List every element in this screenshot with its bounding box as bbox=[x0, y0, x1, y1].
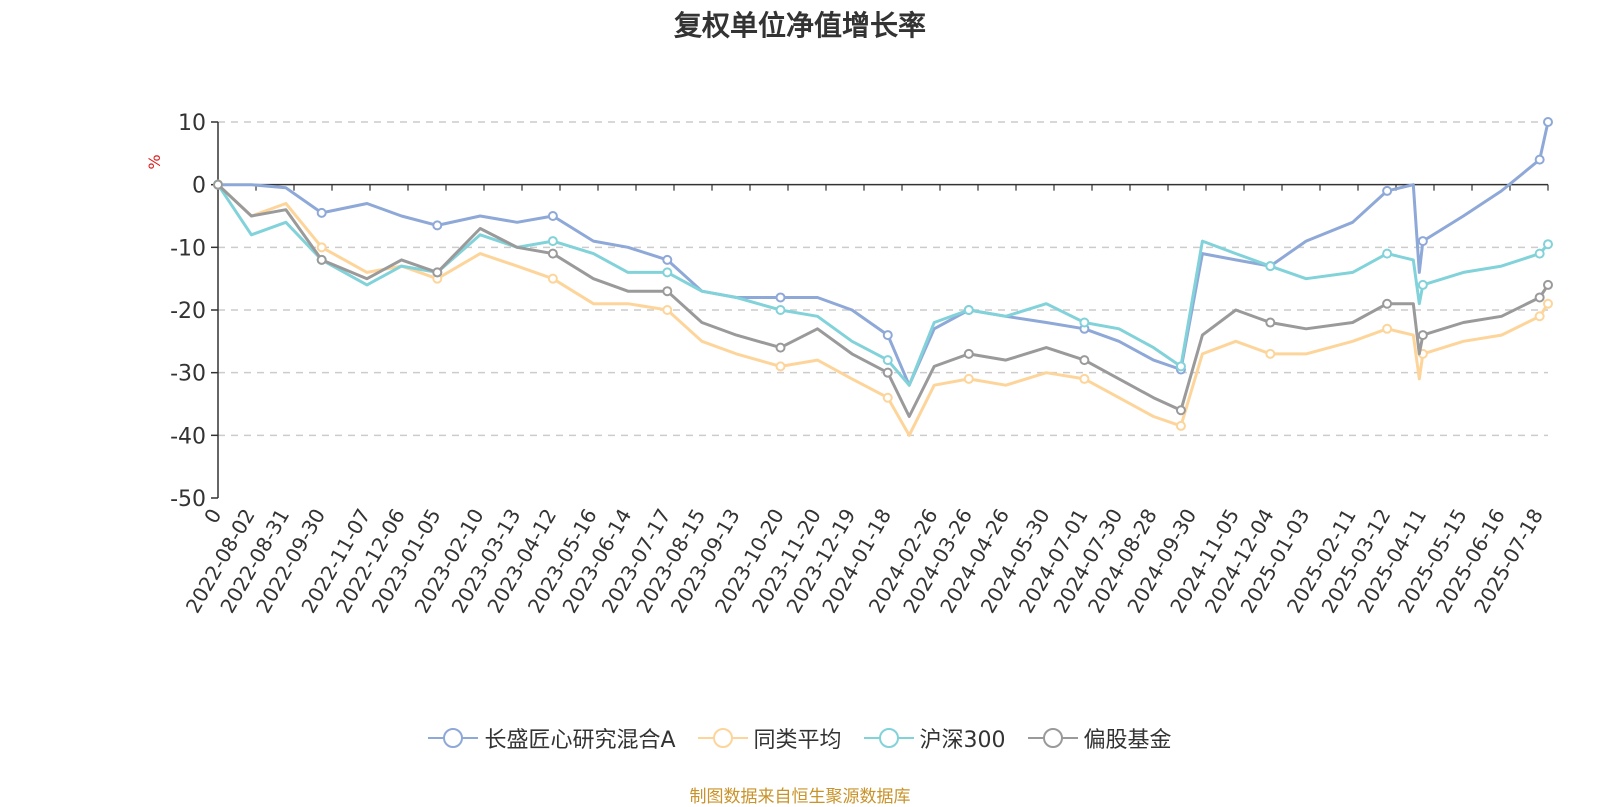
legend-item[interactable]: 偏股基金 bbox=[1027, 722, 1172, 754]
data-point bbox=[1543, 279, 1553, 290]
legend-marker-icon bbox=[1027, 728, 1078, 748]
data-point bbox=[1265, 261, 1276, 272]
data-point bbox=[662, 267, 673, 278]
legend-label: 偏股基金 bbox=[1083, 728, 1172, 753]
legend: 长盛匠心研究混合A 同类平均 沪深300 偏股基金 bbox=[0, 722, 1600, 754]
data-point bbox=[316, 254, 327, 265]
data-point bbox=[547, 273, 558, 284]
y-tick-label: -50 bbox=[170, 487, 206, 512]
data-point bbox=[963, 348, 974, 359]
chart-title: 复权单位净值增长率 bbox=[673, 9, 926, 42]
data-point bbox=[316, 207, 327, 218]
data-point bbox=[213, 179, 223, 190]
data-point bbox=[1265, 317, 1276, 328]
data-point bbox=[662, 254, 673, 265]
data-point bbox=[1534, 154, 1545, 165]
axis-labels: 100-10-20-30-40-50%02022-08-022022-08-31… bbox=[145, 111, 1548, 617]
data-point bbox=[1079, 373, 1090, 384]
data-point bbox=[1265, 348, 1276, 359]
data-point bbox=[547, 211, 558, 221]
data-point bbox=[316, 242, 327, 253]
data-point bbox=[775, 342, 786, 353]
data-point bbox=[1543, 298, 1553, 309]
data-point bbox=[1417, 279, 1428, 290]
y-tick-label: -40 bbox=[170, 424, 206, 449]
line-chart: 100-10-20-30-40-50%02022-08-022022-08-31… bbox=[145, 111, 1553, 617]
y-tick-label: -10 bbox=[170, 236, 206, 261]
data-point bbox=[1417, 330, 1428, 341]
data-point bbox=[1382, 185, 1393, 196]
series-line bbox=[216, 183, 1550, 437]
data-point bbox=[775, 305, 786, 315]
legend-item[interactable]: 长盛匠心研究混合A bbox=[428, 722, 676, 754]
data-point bbox=[662, 305, 673, 315]
data-point bbox=[1382, 248, 1393, 259]
y-tick-label: 0 bbox=[192, 174, 206, 199]
legend-marker-icon bbox=[428, 728, 479, 748]
data-point bbox=[1543, 239, 1553, 250]
legend-marker-icon bbox=[697, 728, 748, 748]
data-point bbox=[775, 361, 786, 372]
data-point bbox=[1534, 292, 1545, 303]
data-point bbox=[432, 267, 443, 278]
legend-item[interactable]: 同类平均 bbox=[697, 722, 842, 754]
legend-label: 沪深300 bbox=[919, 728, 1006, 753]
series-line bbox=[218, 121, 1550, 387]
data-point bbox=[963, 305, 974, 315]
data-point bbox=[882, 367, 893, 378]
data-point bbox=[662, 286, 673, 297]
series-lines bbox=[213, 117, 1553, 437]
data-point bbox=[1382, 298, 1393, 309]
data-point bbox=[882, 355, 893, 366]
data-point bbox=[775, 292, 786, 303]
data-point bbox=[547, 248, 558, 259]
y-axis-label: % bbox=[145, 154, 164, 169]
data-point bbox=[1382, 323, 1393, 334]
data-point bbox=[432, 220, 443, 231]
axes bbox=[211, 121, 1549, 499]
y-tick-label: -30 bbox=[170, 362, 206, 387]
data-point bbox=[1417, 236, 1428, 247]
y-tick-label: -20 bbox=[170, 299, 206, 324]
data-point bbox=[1175, 420, 1186, 431]
series-line bbox=[216, 183, 1550, 387]
data-point bbox=[882, 392, 893, 403]
x-tick-label: 0 bbox=[199, 505, 226, 528]
data-point bbox=[1543, 117, 1553, 127]
y-tick-label: 10 bbox=[178, 111, 206, 136]
legend-item[interactable]: 沪深300 bbox=[863, 722, 1006, 754]
source-note: 制图数据来自恒生聚源数据库 bbox=[689, 787, 911, 807]
data-point bbox=[1175, 361, 1186, 372]
legend-label: 同类平均 bbox=[753, 728, 842, 753]
data-point bbox=[882, 330, 893, 341]
legend-label: 长盛匠心研究混合A bbox=[484, 728, 676, 753]
series-line bbox=[216, 183, 1550, 418]
data-point bbox=[963, 373, 974, 384]
legend-marker-icon bbox=[863, 728, 914, 748]
data-point bbox=[1175, 405, 1186, 416]
grid-lines bbox=[218, 121, 1548, 437]
data-point bbox=[1534, 248, 1545, 259]
data-point bbox=[1079, 317, 1090, 328]
data-point bbox=[1534, 311, 1545, 322]
data-point bbox=[547, 236, 558, 247]
data-point bbox=[1079, 355, 1090, 366]
